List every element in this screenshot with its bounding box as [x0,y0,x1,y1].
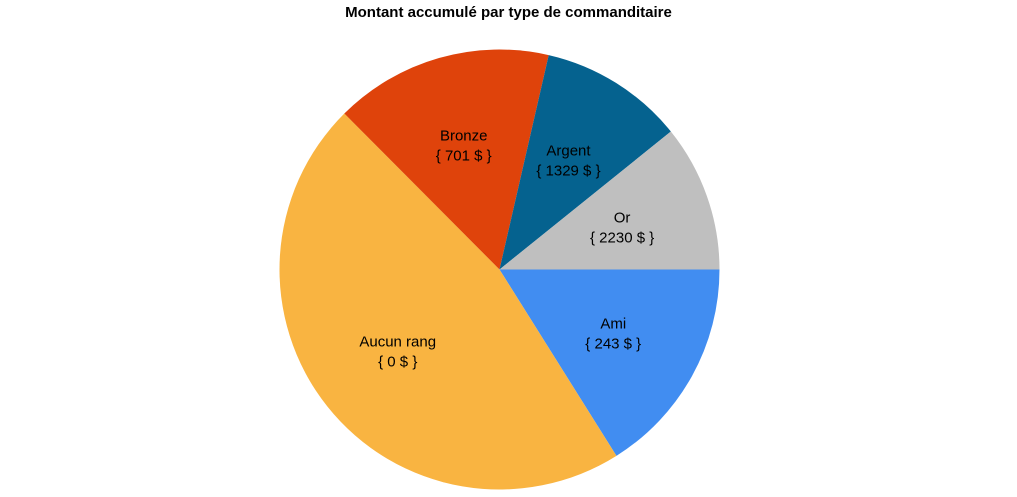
slice-value-label: { 243 $ } [585,335,641,352]
slice-label: Bronze [440,128,488,145]
chart-title: Montant accumulé par type de commanditai… [345,4,672,21]
pie-slice-argent [499,55,671,270]
pie-labels: Ami { 243 $ } Aucun rang { 0 $ } Bronze { 701… [359,128,654,371]
pie-slice-ami [499,269,720,456]
pie-slices [279,49,720,490]
slice-label: Ami [600,315,626,332]
slice-value-label: { 1329 $ } [536,162,600,179]
slice-value-label: { 2230 $ } [590,229,654,246]
slice-value-label: { 0 $ } [378,353,417,370]
pie-slice-aucun-rang [279,113,617,490]
slice-label: Aucun rang [359,333,436,350]
slice-label: Or [614,209,631,226]
pie-slice-or [499,131,720,270]
slice-value-label: { 701 $ } [436,148,492,165]
pie-slice-bronze [344,49,549,270]
slice-label: Argent [546,142,591,159]
